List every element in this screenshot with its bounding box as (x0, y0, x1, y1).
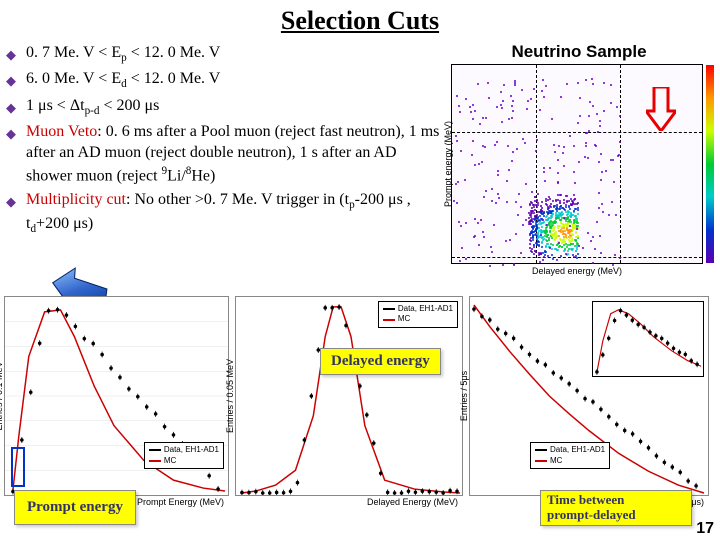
bullet-marker-icon: ◆ (6, 46, 16, 64)
bullet-item: ◆ 1 μs < Δtp-d < 200 μs (6, 95, 445, 119)
prompt-legend: Data, EH1-AD1 MC (144, 442, 224, 469)
delayed-legend: Data, EH1-AD1 MC (378, 301, 458, 328)
bullet-marker-icon: ◆ (6, 193, 16, 211)
time-ylabel: Entries / 5μs (459, 371, 469, 421)
bottom-row: Data, EH1-AD1 MC Prompt Energy (MeV) Ent… (0, 292, 720, 522)
legend-entry: MC (398, 314, 410, 324)
delayed-xlabel: Delayed Energy (MeV) (367, 497, 458, 507)
scatter-title: Neutrino Sample (451, 42, 707, 62)
legend-entry: Data, EH1-AD1 (164, 445, 219, 455)
scatter-panel: Neutrino Sample Prompt energy (MeV) Dela… (445, 40, 707, 264)
prompt-energy-plot: Data, EH1-AD1 MC Prompt Energy (MeV) Ent… (4, 296, 229, 496)
legend-entry: Data, EH1-AD1 (398, 304, 453, 314)
time-legend: Data, EH1-AD1 MC (530, 442, 610, 469)
colorbar (706, 65, 714, 263)
time-interval-plot: Data, EH1-AD1 MC Time interval(μs) Entri… (469, 296, 709, 496)
bullet-item: ◆ 6. 0 Me. V < Ed < 12. 0 Me. V (6, 68, 445, 92)
delayed-ylabel: Entries / 0.05 MeV (225, 359, 235, 433)
prompt-ylabel: Entries / 0.1 MeV (0, 361, 4, 430)
scatter-plot: Prompt energy (MeV) Delayed energy (MeV) (451, 64, 703, 264)
legend-entry: MC (164, 456, 176, 466)
bullet-marker-icon: ◆ (6, 99, 16, 117)
bullet-text: 6. 0 Me. V < Ed < 12. 0 Me. V (26, 68, 220, 92)
bullet-list: ◆ 0. 7 Me. V < Ep < 12. 0 Me. V ◆ 6. 0 Me. … (0, 40, 445, 264)
delayed-energy-plot: Data, EH1-AD1 MC Delayed Energy (MeV) En… (235, 296, 463, 496)
bullet-item: ◆ 0. 7 Me. V < Ep < 12. 0 Me. V (6, 42, 445, 66)
bullet-text: 1 μs < Δtp-d < 200 μs (26, 95, 159, 119)
scatter-xlabel: Delayed energy (MeV) (532, 266, 622, 276)
prompt-xlabel: Prompt Energy (MeV) (137, 497, 224, 507)
legend-entry: MC (550, 456, 562, 466)
time-interval-label: Time between prompt-delayed (540, 490, 692, 526)
prompt-energy-label: Prompt energy (14, 490, 136, 525)
scatter-ylabel: Prompt energy (MeV) (443, 121, 453, 207)
delayed-energy-label: Delayed energy (320, 348, 441, 375)
bullet-text: Multiplicity cut: No other >0. 7 Me. V t… (26, 189, 445, 238)
time-inset (592, 301, 704, 377)
blue-highlight-box (11, 447, 25, 487)
bullet-marker-icon: ◆ (6, 72, 16, 90)
bullet-marker-icon: ◆ (6, 125, 16, 143)
bullet-item: ◆ Multiplicity cut: No other >0. 7 Me. V … (6, 189, 445, 238)
page-number: 17 (696, 520, 714, 538)
selection-arrow (646, 87, 676, 131)
bullet-item: ◆ Muon Veto: 0. 6 ms after a Pool muon (r… (6, 121, 445, 187)
bullet-text: Muon Veto: 0. 6 ms after a Pool muon (re… (26, 121, 445, 187)
top-row: ◆ 0. 7 Me. V < Ep < 12. 0 Me. V ◆ 6. 0 Me. … (0, 40, 720, 264)
bullet-text: 0. 7 Me. V < Ep < 12. 0 Me. V (26, 42, 220, 66)
legend-entry: Data, EH1-AD1 (550, 445, 605, 455)
slide-title: Selection Cuts (0, 0, 720, 40)
